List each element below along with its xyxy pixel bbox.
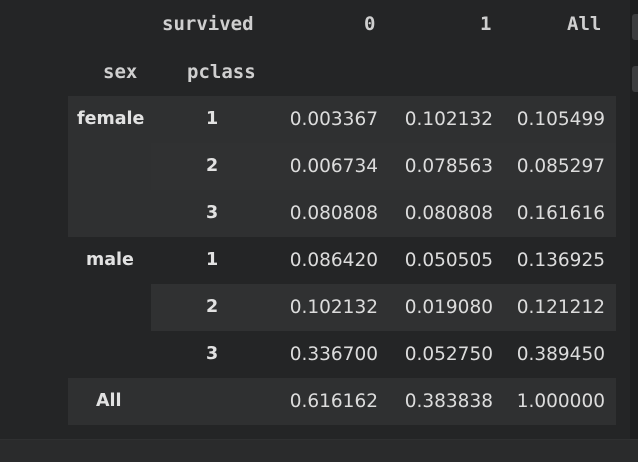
value-all: 0.161616 bbox=[516, 203, 605, 224]
index-name-pclass: pclass bbox=[187, 61, 256, 83]
value-survived-0: 0.003367 bbox=[289, 109, 378, 130]
table-row: 2 0.102132 0.019080 0.121212 bbox=[68, 284, 616, 331]
value-all: 0.121212 bbox=[516, 297, 605, 318]
sex-group-cell bbox=[68, 143, 151, 190]
value-survived-1: 0.080808 bbox=[404, 203, 493, 224]
pclass-label: 1 bbox=[206, 250, 219, 270]
scroll-marker[interactable] bbox=[632, 66, 638, 92]
sex-label: female bbox=[77, 109, 145, 129]
value-survived-1: 0.383838 bbox=[404, 391, 493, 412]
cell-footer bbox=[0, 439, 638, 462]
index-name-sex: sex bbox=[103, 61, 138, 83]
value-survived-0: 0.086420 bbox=[289, 250, 378, 271]
table-row: female 1 0.003367 0.102132 0.105499 bbox=[68, 96, 616, 143]
value-survived-1: 0.078563 bbox=[404, 156, 493, 177]
table-row: male 1 0.086420 0.050505 0.136925 bbox=[68, 237, 616, 284]
table-row-total: All 0.616162 0.383838 1.000000 bbox=[68, 378, 616, 425]
value-survived-0: 0.336700 bbox=[289, 344, 378, 365]
total-label: All bbox=[96, 391, 122, 411]
column-header-0: 0 bbox=[364, 13, 376, 35]
value-all: 0.389450 bbox=[516, 344, 605, 365]
scroll-marker[interactable] bbox=[632, 14, 638, 40]
value-all: 0.085297 bbox=[516, 156, 605, 177]
columns-name-header: survived bbox=[162, 13, 254, 35]
value-survived-0: 0.616162 bbox=[289, 391, 378, 412]
value-survived-1: 0.102132 bbox=[404, 109, 493, 130]
sex-label: male bbox=[86, 250, 134, 270]
pclass-label: 3 bbox=[206, 203, 219, 223]
pclass-label: 3 bbox=[206, 344, 219, 364]
pclass-label: 2 bbox=[206, 297, 219, 317]
table-row: 3 0.336700 0.052750 0.389450 bbox=[68, 331, 616, 378]
pclass-label: 2 bbox=[206, 156, 219, 176]
value-survived-1: 0.052750 bbox=[404, 344, 493, 365]
value-survived-0: 0.006734 bbox=[289, 156, 378, 177]
row-band bbox=[151, 143, 616, 190]
column-header-all: All bbox=[567, 13, 602, 35]
row-band bbox=[151, 284, 616, 331]
value-all: 0.136925 bbox=[516, 250, 605, 271]
value-all: 0.105499 bbox=[516, 109, 605, 130]
scrollbar-track[interactable] bbox=[630, 0, 638, 462]
table-row: 3 0.080808 0.080808 0.161616 bbox=[68, 190, 616, 237]
value-survived-1: 0.050505 bbox=[404, 250, 493, 271]
value-survived-0: 0.080808 bbox=[289, 203, 378, 224]
table-row: 2 0.006734 0.078563 0.085297 bbox=[68, 143, 616, 190]
value-survived-1: 0.019080 bbox=[404, 297, 493, 318]
column-header-1: 1 bbox=[480, 13, 492, 35]
value-survived-0: 0.102132 bbox=[289, 297, 378, 318]
value-all: 1.000000 bbox=[516, 391, 605, 412]
pclass-label: 1 bbox=[206, 109, 219, 129]
